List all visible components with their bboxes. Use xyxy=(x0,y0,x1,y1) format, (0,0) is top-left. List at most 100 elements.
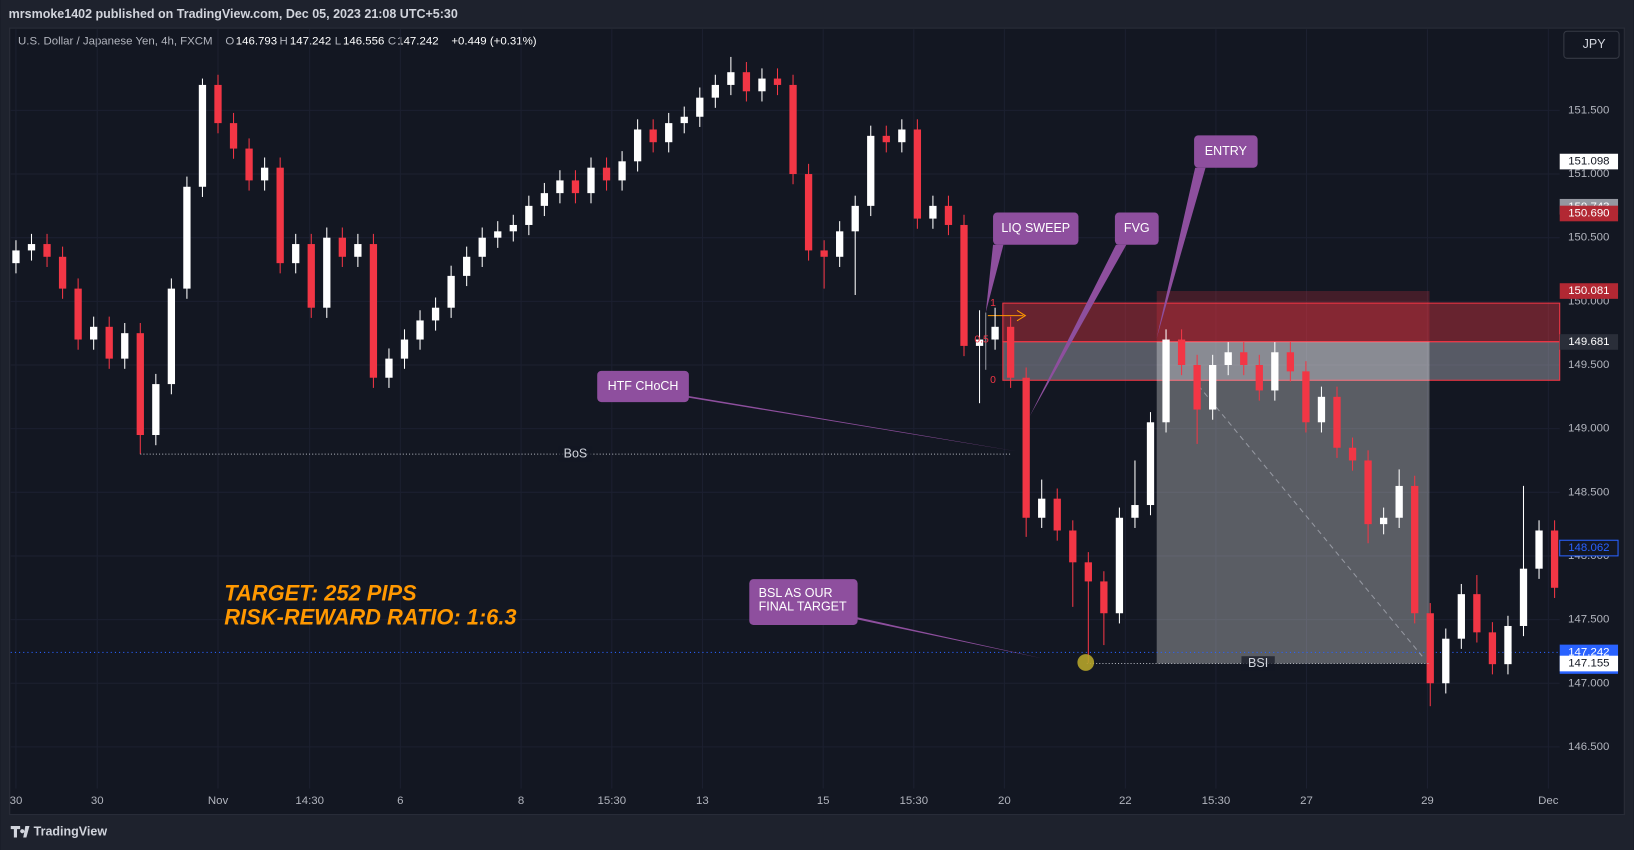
candle-body xyxy=(696,97,704,117)
price-label-bg xyxy=(1559,153,1619,170)
candle-body xyxy=(773,78,782,85)
x-tick-label: Nov xyxy=(208,795,229,807)
candle-body xyxy=(898,129,906,143)
candle-body xyxy=(447,275,455,308)
candle-body xyxy=(618,161,626,181)
candle-body xyxy=(1379,517,1388,525)
candle-body xyxy=(58,256,67,289)
candle-body xyxy=(1442,638,1450,684)
candle-body xyxy=(105,326,113,359)
x-tick-label: 27 xyxy=(1300,795,1313,807)
ohlc-value: 146.793 xyxy=(236,36,277,48)
candle-body xyxy=(323,237,331,308)
x-tick-label: 30 xyxy=(91,795,104,807)
candle-body xyxy=(680,116,688,124)
candle-body xyxy=(1317,396,1326,423)
callout xyxy=(1114,212,1159,245)
ohlc-key: O xyxy=(225,36,234,48)
x-tick-label: 8 xyxy=(518,795,524,807)
candle-body xyxy=(867,135,875,206)
candle-body xyxy=(416,320,424,340)
level-label: BSI xyxy=(1248,656,1268,670)
candle-body xyxy=(229,123,238,149)
price-label-bg xyxy=(1559,283,1619,299)
level-label-bg xyxy=(558,446,593,462)
callout xyxy=(993,212,1079,245)
candle-body xyxy=(1550,530,1559,588)
candle-body xyxy=(1395,485,1403,518)
candle-body xyxy=(214,84,222,124)
candle-body xyxy=(1084,562,1092,582)
candle-body xyxy=(1426,613,1434,684)
zone xyxy=(1002,302,1561,343)
candle-body xyxy=(1535,530,1543,569)
y-tick-label: 147.000 xyxy=(1568,677,1609,689)
candle-body xyxy=(944,205,953,225)
candle-body xyxy=(167,288,176,385)
candle-body xyxy=(882,135,890,143)
y-tick-label: 147.500 xyxy=(1568,614,1609,626)
callout-text: BSL AS OUR xyxy=(759,586,833,600)
callout xyxy=(597,370,689,403)
candle-body xyxy=(292,244,300,264)
price-label: 148.062 xyxy=(1568,542,1609,554)
x-tick-label: Dec xyxy=(1538,795,1559,807)
candle-body xyxy=(913,129,922,219)
note: RISK-REWARD RATIO: 1:6.3 xyxy=(224,605,516,630)
publisher: mrsmoke1402 published on TradingView.com… xyxy=(9,7,458,21)
candle-body xyxy=(1162,339,1170,423)
ohlc-key: H xyxy=(280,36,288,48)
candle-body xyxy=(1473,594,1481,633)
candle-body xyxy=(1240,352,1248,365)
candle-body xyxy=(804,174,813,251)
candle-body xyxy=(587,167,595,194)
zone xyxy=(1156,291,1430,342)
candle-body xyxy=(1177,339,1186,365)
candle-body xyxy=(494,231,502,238)
candle-body xyxy=(1271,352,1279,391)
candle-body xyxy=(1519,568,1528,626)
currency-button[interactable] xyxy=(1563,30,1620,59)
candle-body xyxy=(602,167,611,181)
callout-text: LIQ SWEEP xyxy=(1001,221,1070,235)
candle-body xyxy=(1224,352,1232,365)
candle-body xyxy=(836,231,844,257)
trade-path xyxy=(1197,385,1423,657)
candle-body xyxy=(338,237,346,257)
candle-body xyxy=(540,193,549,206)
level-label-bg xyxy=(1241,656,1275,671)
target-dot xyxy=(1077,654,1095,671)
x-tick-label: 13 xyxy=(696,795,709,807)
price-label: 151.098 xyxy=(1568,156,1609,168)
price-label-bg xyxy=(1559,655,1619,672)
price-label-bg xyxy=(1559,334,1619,350)
candle-body xyxy=(727,72,735,85)
symbol: U.S. Dollar / Japanese Yen, 4h, FXCM xyxy=(18,36,213,48)
candle-body xyxy=(276,167,284,264)
callout-text: FINAL TARGET xyxy=(759,600,847,614)
candle-body xyxy=(525,205,533,225)
y-tick-label: 149.500 xyxy=(1568,359,1609,371)
candle-body xyxy=(509,224,517,232)
x-tick-label: 22 xyxy=(1119,795,1132,807)
callout xyxy=(1194,135,1258,168)
candle-body xyxy=(1131,505,1139,518)
price-label-bg xyxy=(1559,205,1619,222)
candle-body xyxy=(1209,364,1217,410)
candle-body xyxy=(929,205,937,219)
x-tick-label: 15:30 xyxy=(598,795,627,807)
candle-body xyxy=(385,358,393,378)
candle-body xyxy=(1504,625,1512,665)
callout-text: FVG xyxy=(1124,221,1150,235)
candle-body xyxy=(1193,364,1201,410)
level-label: BoS xyxy=(564,446,588,460)
callout xyxy=(749,579,858,625)
callout-tail xyxy=(985,244,1004,313)
candle-body xyxy=(975,339,984,346)
ohlc-key: C xyxy=(388,36,396,48)
y-tick-label: 148.500 xyxy=(1568,486,1609,498)
x-tick-label: 15:30 xyxy=(1202,795,1231,807)
candle-body xyxy=(1333,396,1341,448)
